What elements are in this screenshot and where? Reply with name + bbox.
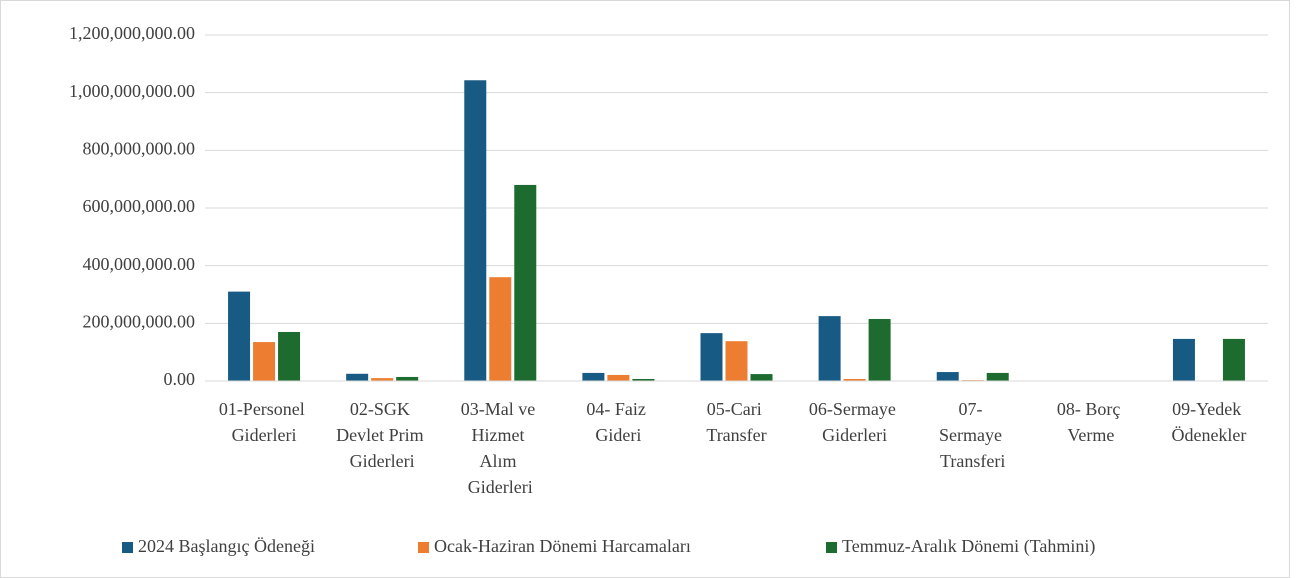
bar	[371, 378, 394, 381]
bar	[489, 277, 512, 381]
y-tick-label: 800,000,000.00	[83, 138, 196, 158]
bar	[228, 291, 251, 381]
bar	[700, 333, 723, 381]
bar	[582, 372, 605, 381]
bar	[632, 378, 655, 381]
y-tick-label: 1,200,000,000.00	[69, 23, 195, 43]
y-tick-label: 600,000,000.00	[83, 196, 196, 216]
x-tick-label: 03-Mal ve Hizmet Alım Giderleri	[461, 399, 540, 497]
x-tick-label: 06-Sermaye Giderleri	[809, 399, 900, 445]
bar	[818, 316, 841, 381]
legend-swatch	[826, 542, 837, 553]
y-tick-label: 0.00	[164, 369, 196, 389]
x-tick-label: 05-Cari Transfer	[706, 399, 766, 445]
x-tick-label: 04- Faiz Gideri	[586, 399, 650, 445]
y-tick-label: 400,000,000.00	[83, 254, 196, 274]
bar	[868, 319, 891, 381]
bar	[607, 374, 630, 381]
x-tick-label: 02-SGK Devlet Prim Giderleri	[336, 399, 428, 471]
legend-swatch	[122, 542, 133, 553]
bar	[843, 378, 866, 381]
bar	[514, 184, 537, 381]
y-tick-label: 200,000,000.00	[83, 311, 196, 331]
bar	[396, 376, 419, 381]
bar	[346, 373, 369, 381]
bar	[1222, 338, 1245, 381]
x-tick-label: 07- Sermaye Transferi	[939, 399, 1006, 471]
bar	[278, 331, 301, 381]
legend-label: Temmuz-Aralık Dönemi (Tahmini)	[842, 536, 1095, 557]
bar	[464, 80, 487, 381]
legend-label: Ocak-Haziran Dönemi Harcamaları	[434, 536, 691, 556]
x-tick-label: 01-Personel Giderleri	[219, 399, 309, 445]
bar	[936, 372, 959, 381]
y-tick-label: 1,000,000,000.00	[69, 81, 195, 101]
bar	[725, 341, 748, 381]
bar	[1172, 338, 1195, 381]
bar	[986, 372, 1009, 381]
bar	[253, 342, 276, 381]
bar	[750, 374, 773, 381]
x-tick-label: 08- Borç Verme	[1057, 399, 1125, 445]
x-tick-label: 09-Yedek Ödenekler	[1171, 399, 1246, 445]
legend-label: 2024 Başlangıç Ödeneği	[138, 536, 315, 556]
legend-swatch	[418, 542, 429, 553]
